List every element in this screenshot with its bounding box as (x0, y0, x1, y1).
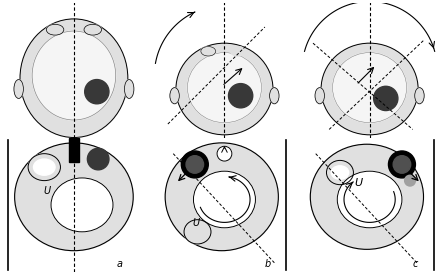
Circle shape (388, 151, 415, 178)
Ellipse shape (170, 88, 179, 104)
Circle shape (186, 156, 203, 173)
Text: U: U (193, 218, 200, 229)
Ellipse shape (165, 143, 278, 251)
Ellipse shape (20, 19, 128, 138)
Ellipse shape (327, 160, 353, 185)
Ellipse shape (331, 166, 349, 179)
Circle shape (181, 151, 208, 178)
Ellipse shape (337, 171, 402, 228)
Ellipse shape (270, 88, 279, 104)
Circle shape (85, 79, 109, 104)
Text: U: U (355, 178, 363, 188)
Ellipse shape (84, 24, 102, 35)
Ellipse shape (332, 53, 407, 123)
Text: c: c (413, 259, 418, 269)
Text: a: a (117, 259, 123, 269)
Ellipse shape (321, 43, 418, 135)
Ellipse shape (32, 31, 116, 120)
Bar (69, 138, 79, 162)
Ellipse shape (415, 88, 424, 104)
Ellipse shape (231, 46, 246, 56)
Ellipse shape (14, 79, 23, 98)
Ellipse shape (34, 159, 55, 175)
Ellipse shape (194, 171, 255, 228)
Ellipse shape (46, 24, 64, 35)
Circle shape (393, 156, 411, 173)
Ellipse shape (125, 79, 134, 98)
Ellipse shape (310, 144, 423, 249)
Ellipse shape (201, 46, 215, 56)
Ellipse shape (176, 43, 273, 135)
Ellipse shape (15, 143, 133, 251)
Circle shape (87, 148, 109, 170)
Ellipse shape (187, 53, 262, 123)
Circle shape (374, 86, 398, 111)
Circle shape (405, 175, 415, 186)
Ellipse shape (28, 154, 60, 181)
Ellipse shape (51, 178, 113, 232)
Circle shape (217, 146, 232, 161)
Text: b: b (265, 259, 271, 269)
Text: U: U (43, 186, 51, 196)
Ellipse shape (184, 220, 211, 244)
Circle shape (228, 84, 253, 108)
Ellipse shape (315, 88, 324, 104)
